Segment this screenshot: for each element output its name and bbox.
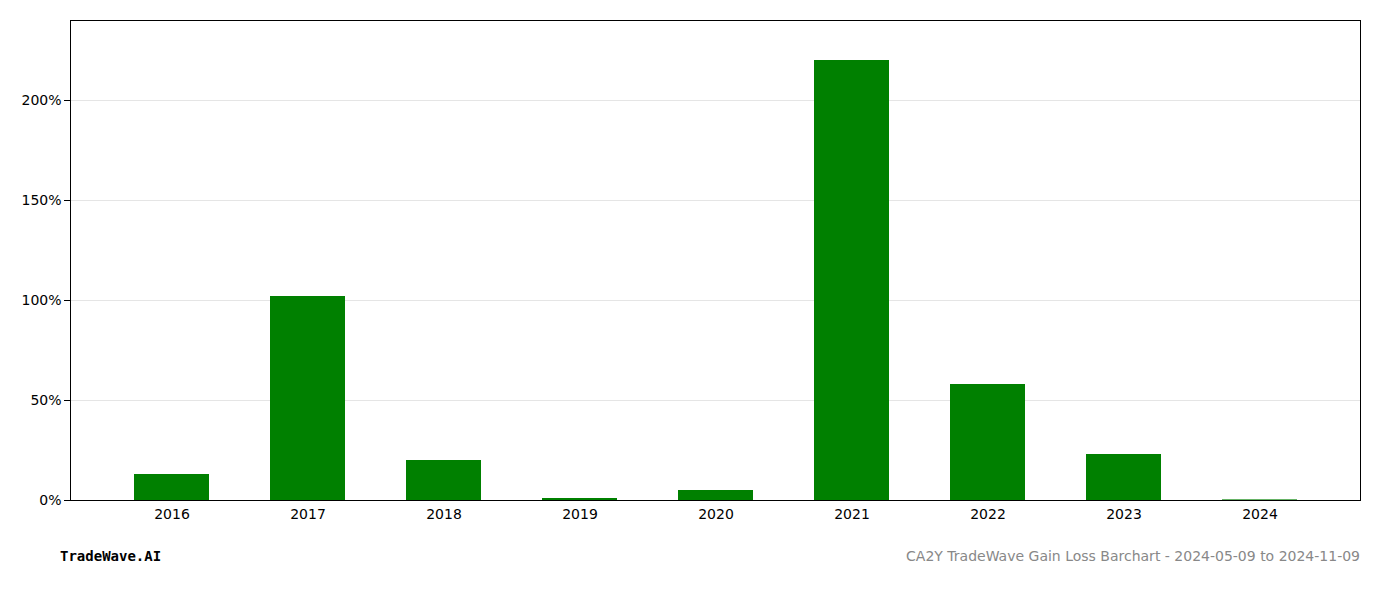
svg-text:2022: 2022 [970, 506, 1006, 522]
svg-text:2020: 2020 [698, 506, 734, 522]
svg-text:2017: 2017 [290, 506, 326, 522]
svg-text:0%: 0% [39, 492, 61, 508]
svg-text:50%: 50% [30, 392, 61, 408]
svg-text:2024: 2024 [1242, 506, 1278, 522]
svg-text:2016: 2016 [154, 506, 190, 522]
svg-text:100%: 100% [21, 292, 61, 308]
svg-text:2019: 2019 [562, 506, 598, 522]
html-text:CA2Y TradeWave Gain Loss Barch: CA2Y TradeWave Gain Loss Barchart - 2024… [906, 548, 1360, 564]
svg-text:2018: 2018 [426, 506, 462, 522]
html-text:TradeWave.AI: TradeWave.AI [60, 548, 162, 564]
svg-text:2023: 2023 [1106, 506, 1142, 522]
svg-text:2021: 2021 [834, 506, 870, 522]
svg-text:200%: 200% [21, 92, 61, 108]
svg-text:150%: 150% [21, 192, 61, 208]
